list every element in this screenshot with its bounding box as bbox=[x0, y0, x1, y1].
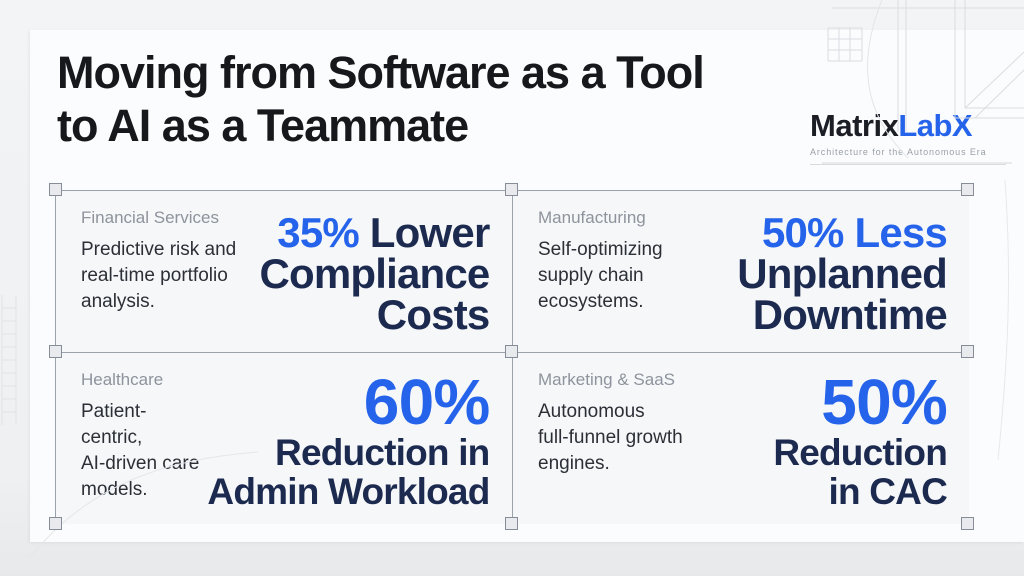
page-title-line-2: to AI as a Teammate bbox=[57, 100, 469, 151]
card-manufacturing[interactable]: Manufacturing Self-optimizing supply cha… bbox=[513, 191, 969, 352]
resize-handle-top-right[interactable] bbox=[961, 183, 974, 196]
resize-handle-center[interactable] bbox=[505, 345, 518, 358]
stat-highlight: 35% bbox=[277, 209, 359, 257]
card-healthcare[interactable]: Healthcare Patient-centric, AI-driven ca… bbox=[56, 353, 512, 524]
brand-logo: MatrixLabX Architecture for the Autonomo… bbox=[810, 108, 1006, 165]
card-financial-services[interactable]: Financial Services Predictive risk and r… bbox=[56, 191, 512, 352]
stat-highlight: 60% bbox=[363, 366, 491, 438]
stat-inline: Lower bbox=[358, 209, 491, 257]
stat-line: Compliance bbox=[259, 250, 490, 298]
stat-line: Reduction bbox=[773, 432, 947, 473]
brand-name: MatrixLabX bbox=[810, 108, 1006, 144]
brand-name-accent: LabX bbox=[898, 108, 973, 143]
card-description: Self-optimizing supply chain ecosystems. bbox=[538, 239, 663, 312]
card-description: Autonomous full-funnel growth engines. bbox=[538, 401, 683, 474]
page-title: Moving from Software as a Tool to AI as … bbox=[57, 46, 705, 152]
stats-grid[interactable]: Financial Services Predictive risk and r… bbox=[49, 183, 974, 530]
resize-handle-top-center[interactable] bbox=[505, 183, 518, 196]
resize-handle-bottom-left[interactable] bbox=[49, 517, 62, 530]
resize-handle-bottom-right[interactable] bbox=[961, 517, 974, 530]
stat-line: Admin Workload bbox=[207, 471, 490, 512]
card-text-block: Healthcare Patient-centric, AI-driven ca… bbox=[81, 370, 207, 512]
card-text-block: Financial Services Predictive risk and r… bbox=[81, 208, 236, 340]
brand-tagline: Architecture for the Autonomous Era bbox=[810, 147, 1006, 165]
card-text-block: Manufacturing Self-optimizing supply cha… bbox=[538, 208, 663, 340]
resize-handle-bottom-center[interactable] bbox=[505, 517, 518, 530]
resize-handle-middle-left[interactable] bbox=[49, 345, 62, 358]
card-text-block: Marketing & SaaS Autonomous full-funnel … bbox=[538, 370, 683, 512]
stat-highlight: 50% Less bbox=[761, 209, 948, 257]
card-stat: 50% Less Unplanned Downtime bbox=[737, 209, 948, 339]
card-label: Manufacturing bbox=[538, 208, 646, 227]
card-description: Patient-centric, AI-driven care models. bbox=[81, 401, 200, 500]
resize-handle-middle-right[interactable] bbox=[961, 345, 974, 358]
stat-line: Downtime bbox=[752, 291, 948, 339]
stat-line: Costs bbox=[376, 291, 491, 339]
stat-line: Unplanned bbox=[737, 250, 948, 298]
brand-name-primary: Matrix bbox=[810, 108, 899, 143]
card-marketing-saas[interactable]: Marketing & SaaS Autonomous full-funnel … bbox=[513, 353, 969, 524]
stat-line: in CAC bbox=[828, 471, 947, 512]
resize-handle-top-left[interactable] bbox=[49, 183, 62, 196]
card-label: Marketing & SaaS bbox=[538, 370, 676, 389]
card-description: Predictive risk and real-time portfolio … bbox=[81, 239, 237, 312]
card-stat: 50% Reduction in CAC bbox=[773, 366, 948, 512]
page-title-line-1: Moving from Software as a Tool bbox=[57, 47, 705, 98]
stat-highlight: 50% bbox=[821, 366, 948, 438]
stat-line: Reduction in bbox=[275, 432, 490, 473]
card-stat: 60% Reduction in Admin Workload bbox=[207, 366, 491, 512]
card-stat: 35% Lower Compliance Costs bbox=[259, 209, 491, 339]
slide-surface: Moving from Software as a Tool to AI as … bbox=[30, 30, 1024, 542]
card-label: Financial Services bbox=[81, 208, 219, 227]
card-label: Healthcare bbox=[81, 370, 164, 389]
